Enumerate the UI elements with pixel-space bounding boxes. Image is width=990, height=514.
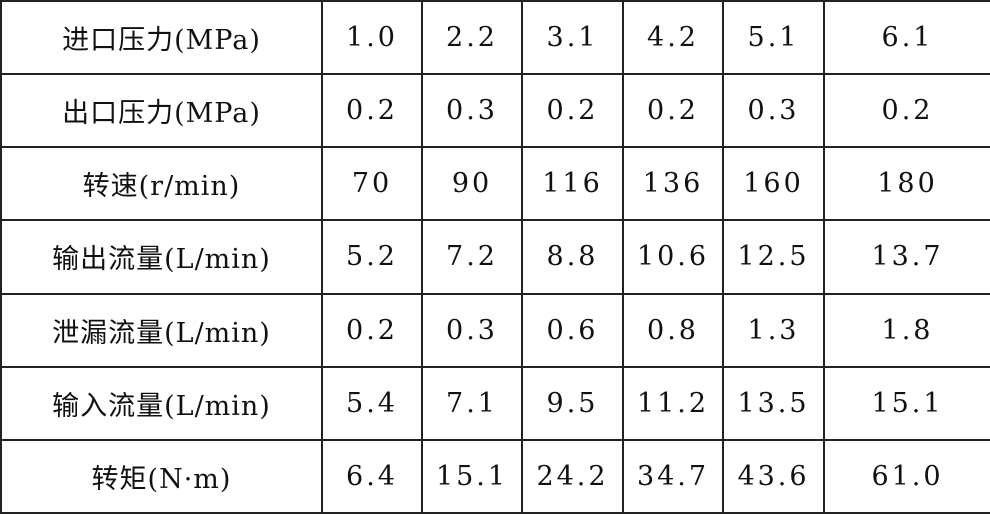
table-cell: 5.1 <box>722 0 825 76</box>
table-cell: 0.2 <box>321 292 423 368</box>
table-cell: 160 <box>722 146 825 222</box>
table-cell: 9.5 <box>521 365 624 441</box>
row-label: 转速(r/min) <box>0 146 323 222</box>
table-cell: 6.4 <box>321 438 423 514</box>
table-cell: 180 <box>823 146 990 222</box>
table-cell: 10.6 <box>622 219 724 295</box>
row-label: 输入流量(L/min) <box>0 365 323 441</box>
table-cell: 0.2 <box>622 73 724 149</box>
table-cell: 34.7 <box>622 438 724 514</box>
table-cell: 0.3 <box>421 73 523 149</box>
table-cell: 0.6 <box>521 292 624 368</box>
table-cell: 7.1 <box>421 365 523 441</box>
row-label: 泄漏流量(L/min) <box>0 292 323 368</box>
table-cell: 24.2 <box>521 438 624 514</box>
table-cell: 70 <box>321 146 423 222</box>
row-label: 进口压力(MPa) <box>0 0 323 76</box>
table-cell: 7.2 <box>421 219 523 295</box>
table-cell: 6.1 <box>823 0 990 76</box>
row-label: 出口压力(MPa) <box>0 73 323 149</box>
row-label: 输出流量(L/min) <box>0 219 323 295</box>
table-cell: 1.0 <box>321 0 423 76</box>
table-cell: 8.8 <box>521 219 624 295</box>
table-row-inlet-pressure: 进口压力(MPa) 1.0 2.2 3.1 4.2 5.1 6.1 <box>0 0 990 76</box>
table-cell: 0.2 <box>521 73 624 149</box>
table-cell: 15.1 <box>421 438 523 514</box>
table-row-torque: 转矩(N·m) 6.4 15.1 24.2 34.7 43.6 61.0 <box>0 438 990 514</box>
table-cell: 136 <box>622 146 724 222</box>
table-cell: 43.6 <box>722 438 825 514</box>
table-cell: 5.2 <box>321 219 423 295</box>
table-row-input-flow: 输入流量(L/min) 5.4 7.1 9.5 11.2 13.5 15.1 <box>0 365 990 441</box>
table-cell: 1.8 <box>823 292 990 368</box>
row-label: 转矩(N·m) <box>0 438 323 514</box>
table-cell: 1.3 <box>722 292 825 368</box>
table-cell: 0.2 <box>321 73 423 149</box>
table-cell: 4.2 <box>622 0 724 76</box>
table-row-leakage-flow: 泄漏流量(L/min) 0.2 0.3 0.6 0.8 1.3 1.8 <box>0 292 990 368</box>
table-cell: 90 <box>421 146 523 222</box>
table-cell: 11.2 <box>622 365 724 441</box>
table-cell: 0.2 <box>823 73 990 149</box>
table-cell: 2.2 <box>421 0 523 76</box>
table-row-outlet-pressure: 出口压力(MPa) 0.2 0.3 0.2 0.2 0.3 0.2 <box>0 73 990 149</box>
table-cell: 5.4 <box>321 365 423 441</box>
table-cell: 13.7 <box>823 219 990 295</box>
table-cell: 116 <box>521 146 624 222</box>
table-cell: 0.8 <box>622 292 724 368</box>
table-cell: 0.3 <box>722 73 825 149</box>
table-cell: 61.0 <box>823 438 990 514</box>
table-row-output-flow: 输出流量(L/min) 5.2 7.2 8.8 10.6 12.5 13.7 <box>0 219 990 295</box>
table-cell: 12.5 <box>722 219 825 295</box>
table-cell: 15.1 <box>823 365 990 441</box>
table-row-speed: 转速(r/min) 70 90 116 136 160 180 <box>0 146 990 222</box>
table-cell: 13.5 <box>722 365 825 441</box>
table-cell: 3.1 <box>521 0 624 76</box>
table-cell: 0.3 <box>421 292 523 368</box>
